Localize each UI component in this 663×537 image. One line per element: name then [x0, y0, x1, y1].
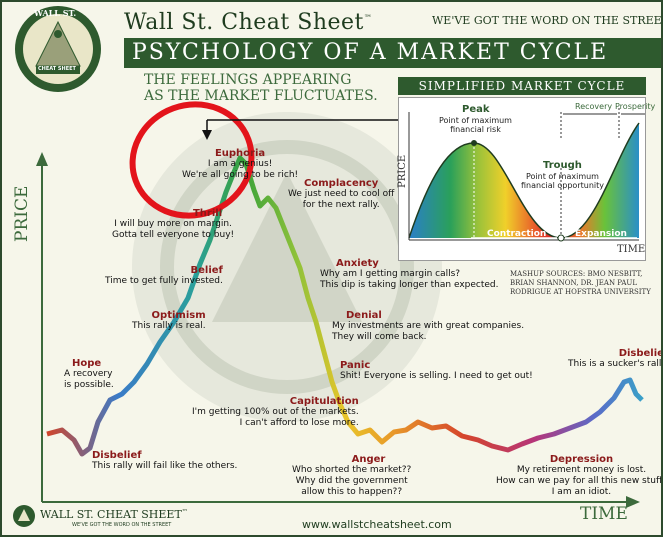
- logo-bottom-text: CHEAT SHEET: [38, 66, 76, 72]
- inset-x-label: TIME: [617, 244, 646, 255]
- stage-belief: Belief Time to get fully invested.: [105, 265, 223, 286]
- main-title-band: PSYCHOLOGY OF A MARKET CYCLE: [124, 38, 661, 68]
- inset-contraction: Contraction: [487, 229, 547, 239]
- stage-complacency: Complacency We just need to cool off for…: [288, 178, 395, 210]
- x-axis-label: TIME: [580, 504, 628, 524]
- inset-trough-title: Trough: [543, 160, 582, 171]
- inset-peak-title: Peak: [462, 104, 490, 115]
- logo-top-text: WALL ST.: [34, 8, 77, 18]
- subtitle: THE FEELINGS APPEARING AS THE MARKET FLU…: [144, 72, 378, 104]
- header-tagline: WE'VE GOT THE WORD ON THE STREET: [432, 14, 663, 27]
- footer-url[interactable]: www.wallstcheatsheet.com: [302, 518, 452, 531]
- logo-seal: WALL ST. CHEAT SHEET: [6, 4, 110, 94]
- inset-recovery: Recovery: [575, 102, 613, 111]
- inset-y-label: PRICE: [397, 154, 408, 188]
- stage-panic: Panic Shit! Everyone is selling. I need …: [340, 360, 533, 381]
- stage-capitulation: Capitulation I'm getting 100% out of the…: [192, 396, 359, 428]
- main-title: PSYCHOLOGY OF A MARKET CYCLE: [132, 40, 609, 65]
- footer-tagline: WE'VE GOT THE WORD ON THE STREET: [72, 522, 172, 528]
- inset-prosperity: Prosperity: [615, 102, 656, 111]
- stage-disbelief-right: Disbelief This is a sucker's rally.: [568, 348, 663, 369]
- stage-disbelief-left: Disbelief This rally will fail like the …: [92, 450, 238, 471]
- inset-expansion: Expansion: [575, 229, 627, 239]
- footer-brand: WALL ST. CHEAT SHEET™: [40, 508, 188, 521]
- stage-euphoria: Euphoria I am a genius! We're all going …: [182, 148, 299, 180]
- stage-thrill: Thrill I will buy more on margin. Gotta …: [112, 208, 235, 240]
- stage-hope: Hope A recovery is possible.: [64, 358, 114, 390]
- stage-depression: Depression My retirement money is lost. …: [496, 454, 663, 497]
- stage-denial: Denial My investments are with great com…: [332, 310, 525, 342]
- stage-anger: Anger Who shorted the market?? Why did t…: [292, 454, 412, 497]
- inset-title: SIMPLIFIED MARKET CYCLE: [398, 77, 646, 95]
- watermark-seal: [132, 112, 442, 422]
- footer-logo: [12, 504, 36, 528]
- inset-trough-text: Point of maximum financial opportunity: [521, 172, 604, 190]
- stage-optimism: Optimism This rally is real.: [132, 310, 206, 331]
- inset-chart: Peak Point of maximum financial risk Tro…: [397, 97, 655, 261]
- brand-title: Wall St. Cheat Sheet™: [124, 10, 373, 35]
- inset-peak-text: Point of maximum financial risk: [439, 116, 512, 134]
- sources: MASHUP SOURCES: BMO NESBITT, BRIAN SHANN…: [510, 270, 651, 296]
- stage-anxiety: Anxiety Why am I getting margin calls? T…: [320, 258, 499, 290]
